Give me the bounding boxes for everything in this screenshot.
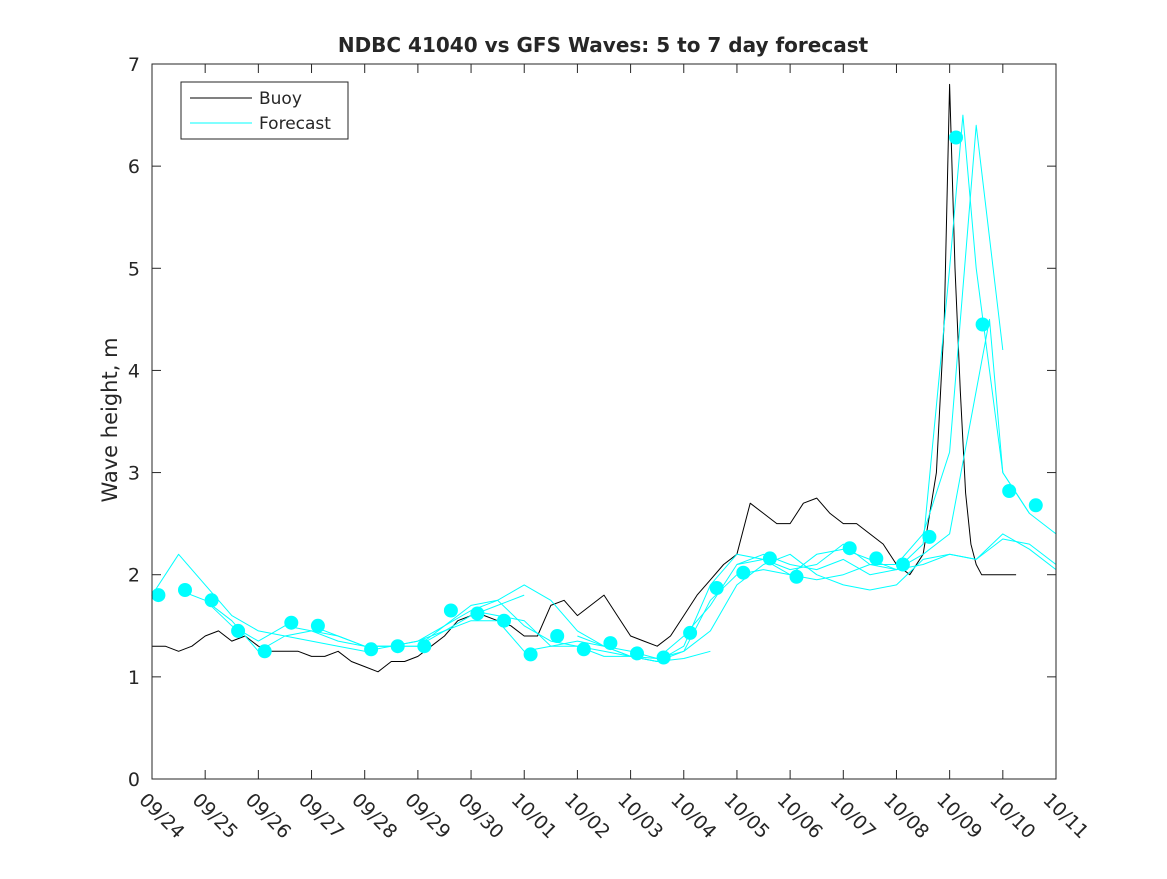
series-layer: [151, 83, 1057, 673]
forecast-marker: [683, 625, 698, 640]
marker-layer: [151, 130, 1043, 665]
x-tick-label: 10/01: [507, 789, 561, 843]
y-axis-label: Wave height, m: [98, 337, 122, 502]
forecast-marker: [922, 529, 937, 544]
forecast-series-line-5: [471, 318, 1057, 659]
legend-box: [180, 81, 349, 140]
forecast-series-line-3: [204, 124, 1004, 662]
forecast-marker: [869, 551, 884, 566]
forecast-marker: [975, 317, 990, 332]
forecast-marker: [736, 565, 751, 580]
x-tick-label: 09/25: [188, 789, 242, 843]
forecast-marker: [178, 583, 192, 597]
x-tick-label: 10/06: [773, 789, 827, 843]
forecast-marker: [390, 639, 405, 654]
x-tick-label: 10/02: [560, 789, 614, 843]
forecast-marker: [284, 615, 299, 630]
forecast-marker: [523, 647, 538, 662]
forecast-marker: [470, 606, 485, 621]
forecast-marker: [310, 618, 325, 633]
x-tick-label: 09/27: [294, 789, 348, 843]
forecast-marker: [842, 541, 857, 556]
forecast-series-line-7: [736, 533, 1057, 576]
forecast-marker: [949, 130, 963, 145]
x-tick-label: 10/08: [879, 789, 933, 843]
forecast-marker: [603, 636, 618, 651]
legend-buoy-label: Buoy: [259, 89, 302, 109]
y-tick-label: 7: [128, 54, 140, 76]
forecast-marker: [550, 629, 565, 643]
forecast-marker: [204, 593, 219, 608]
forecast-marker: [709, 581, 724, 595]
y-tick-label: 0: [128, 769, 140, 791]
forecast-marker: [231, 623, 246, 638]
y-axis-ticks: 0 1 2 3 4 5 6 7: [128, 54, 1056, 791]
forecast-series-line-4: [311, 114, 1030, 659]
legend: Buoy Forecast: [180, 81, 349, 140]
forecast-marker: [497, 613, 511, 628]
forecast-marker: [1002, 484, 1017, 498]
y-tick-label: 2: [128, 565, 140, 587]
legend-forecast-label: Forecast: [259, 114, 331, 134]
forecast-marker: [364, 642, 379, 657]
y-tick-label: 4: [128, 360, 140, 382]
x-tick-label: 10/09: [932, 789, 986, 843]
chart-title: NDBC 41040 vs GFS Waves: 5 to 7 day fore…: [338, 33, 869, 57]
x-tick-label: 10/04: [666, 789, 720, 843]
x-tick-label: 10/07: [826, 789, 880, 843]
x-tick-label: 10/05: [719, 789, 773, 843]
forecast-marker: [151, 588, 166, 603]
forecast-marker: [417, 639, 432, 654]
forecast-marker: [443, 603, 458, 618]
forecast-marker: [257, 644, 272, 659]
x-tick-label: 09/29: [400, 789, 454, 843]
x-tick-label: 09/26: [241, 789, 295, 843]
y-tick-label: 1: [128, 667, 140, 689]
forecast-marker: [762, 551, 777, 566]
forecast-marker: [630, 646, 644, 661]
forecast-marker: [576, 642, 591, 657]
x-tick-label: 10/11: [1038, 789, 1092, 843]
x-tick-label: 09/24: [134, 789, 188, 843]
plot-frame: [151, 63, 1057, 780]
x-tick-label: 09/30: [454, 789, 508, 843]
buoy-series-line: [152, 83, 1017, 673]
x-tick-label: 10/10: [985, 789, 1039, 843]
forecast-marker: [789, 569, 804, 584]
x-tick-label: 10/03: [613, 789, 667, 843]
forecast-marker: [656, 650, 671, 665]
forecast-marker: [895, 557, 910, 572]
x-tick-label: 09/28: [347, 789, 401, 843]
forecast-marker: [1028, 498, 1043, 513]
y-tick-label: 5: [128, 258, 140, 280]
y-tick-label: 3: [128, 463, 140, 485]
y-tick-label: 6: [128, 156, 140, 178]
